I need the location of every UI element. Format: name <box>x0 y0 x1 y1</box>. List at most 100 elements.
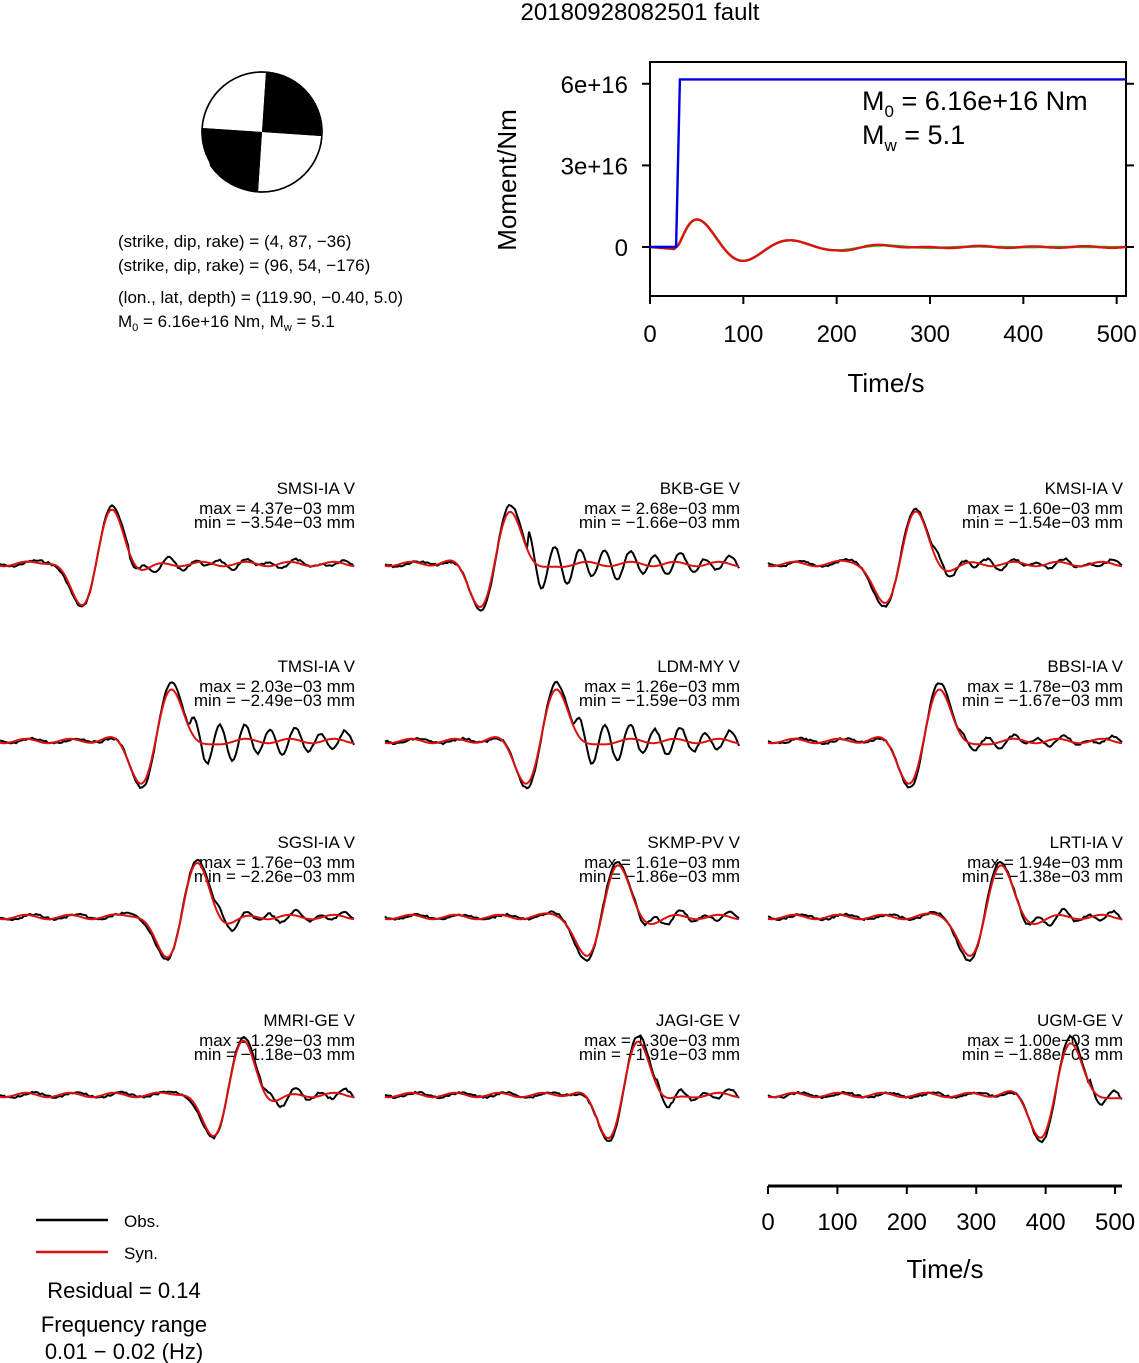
waveform-syn <box>767 688 1123 785</box>
moment-panel-frame <box>649 61 1127 297</box>
waveform-obs <box>767 682 1123 789</box>
waveform-syn <box>0 688 355 785</box>
figure-title: 20180928082501 fault <box>521 0 760 26</box>
moment-ytick-label-2: 6e+16 <box>561 72 628 99</box>
beachball-compressional-fill-2 <box>202 128 262 192</box>
station-min: min = −1.88e−03 mm <box>962 1045 1123 1064</box>
station-max: max = 2.03e−03 mm <box>199 677 355 696</box>
station-min: min = −1.86e−03 mm <box>579 867 740 886</box>
waveform-axis-ticks: 0 100 200 300 400 500 <box>761 1186 1135 1236</box>
station-max: max = 4.37e−03 mm <box>199 499 355 518</box>
station-min: min = −3.54e−03 mm <box>194 513 355 532</box>
waveform-syn <box>384 510 740 608</box>
waveform-syn <box>767 1042 1123 1139</box>
moment-m0-annotation: M0 = 6.16e+16 Nm <box>862 86 1088 121</box>
moment-ytick-label-0: 0 <box>615 235 628 262</box>
station-name: TMSI-IA V <box>278 657 356 676</box>
waveform-xtick-label-3: 300 <box>956 1209 996 1236</box>
station-max: max = 1.26e−03 mm <box>584 677 740 696</box>
waveform-obs <box>384 680 740 790</box>
station-max: max = 1.76e−03 mm <box>199 853 355 872</box>
station-max: max = 1.30e−03 mm <box>584 1031 740 1050</box>
moment-panel-ticks: 0 100 200 300 400 500 0 3e+16 6e+16 <box>561 72 1137 348</box>
moment-xlabel: Time/s <box>847 368 924 398</box>
waveform-xtick-label-5: 500 <box>1095 1209 1135 1236</box>
moment-series-cumulative <box>650 78 1126 249</box>
waveform-syn <box>0 508 355 607</box>
moment-xtick-label-5: 500 <box>1097 321 1137 348</box>
waveform-xtick-label-0: 0 <box>761 1209 774 1236</box>
moment-xtick-label-4: 400 <box>1003 321 1043 348</box>
station-max: max = 2.68e−03 mm <box>584 499 740 518</box>
waveform-xtick-label-1: 100 <box>817 1209 857 1236</box>
legend-obs-label: Obs. <box>124 1212 160 1231</box>
station-max: max = 1.78e−03 mm <box>967 677 1123 696</box>
station-min: min = −1.18e−03 mm <box>194 1045 355 1064</box>
waveform-syn <box>384 688 740 785</box>
beachball-border <box>201 71 323 193</box>
station-name: LRTI-IA V <box>1050 833 1124 852</box>
waveform-xtick-label-2: 200 <box>887 1209 927 1236</box>
beachball-compressional-fill-1 <box>262 72 322 136</box>
station-min: min = −2.49e−03 mm <box>194 691 355 710</box>
moment-xtick-label-0: 0 <box>643 321 656 348</box>
station-name: KMSI-IA V <box>1045 479 1124 498</box>
moment-xtick-label-3: 300 <box>910 321 950 348</box>
moment-ylabel: Moment/Nm <box>492 109 522 251</box>
legend: Obs. Syn. <box>36 1212 160 1263</box>
focal-mechanism <box>201 71 323 193</box>
station-min: min = −1.54e−03 mm <box>962 513 1123 532</box>
moment-panel-series <box>649 78 1127 263</box>
station-name: UGM-GE V <box>1037 1011 1124 1030</box>
waveform-obs <box>0 1035 355 1140</box>
moment-series-green <box>650 218 1126 263</box>
station-name: LDM-MY V <box>657 657 740 676</box>
station-min: min = −1.67e−03 mm <box>962 691 1123 710</box>
waveform-obs <box>384 503 740 612</box>
station-name: SGSI-IA V <box>278 833 356 852</box>
residual-label: Residual = 0.14 <box>47 1278 201 1303</box>
waveform-syn <box>767 510 1123 604</box>
station-min: min = −1.91e−03 mm <box>579 1045 740 1064</box>
waveform-syn <box>0 861 355 959</box>
station-min: min = −1.59e−03 mm <box>579 691 740 710</box>
station-max: max = 1.00e−03 mm <box>967 1031 1123 1050</box>
moment-panel: 0 100 200 300 400 500 0 3e+16 6e+16 Moment/Nm Ti… <box>492 61 1137 398</box>
moment-ytick-label-1: 3e+16 <box>561 153 628 180</box>
frequency-range-value: 0.01 − 0.02 (Hz) <box>45 1339 203 1363</box>
moment-xtick-label-1: 100 <box>723 321 763 348</box>
station-name: BKB-GE V <box>660 479 741 498</box>
station-name: JAGI-GE V <box>656 1011 741 1030</box>
station-name: BBSI-IA V <box>1047 657 1123 676</box>
plane-1-label: (strike, dip, rake) = (4, 87, −36) <box>118 232 351 251</box>
station-min: min = −2.26e−03 mm <box>194 867 355 886</box>
station-max: max = 1.60e−03 mm <box>967 499 1123 518</box>
waveform-time-axis: 0 100 200 300 400 500 Time/s <box>761 1184 1135 1284</box>
waveform-syn <box>384 864 740 957</box>
moment-summary-label: M0 = 6.16e+16 Nm, Mw = 5.1 <box>118 312 335 334</box>
location-label: (lon., lat, depth) = (119.90, −0.40, 5.0… <box>118 288 403 307</box>
station-min: min = −1.38e−03 mm <box>962 867 1123 886</box>
waveform-syn <box>384 1040 740 1140</box>
moment-xtick-label-2: 200 <box>817 321 857 348</box>
waveform-syn <box>0 1039 355 1138</box>
waveform-syn <box>767 864 1123 957</box>
moment-mw-annotation: Mw = 5.1 <box>862 120 965 155</box>
legend-syn-label: Syn. <box>124 1244 158 1263</box>
station-name: MMRI-GE V <box>263 1011 355 1030</box>
waveform-xlabel: Time/s <box>906 1254 983 1284</box>
station-name: SMSI-IA V <box>277 479 356 498</box>
